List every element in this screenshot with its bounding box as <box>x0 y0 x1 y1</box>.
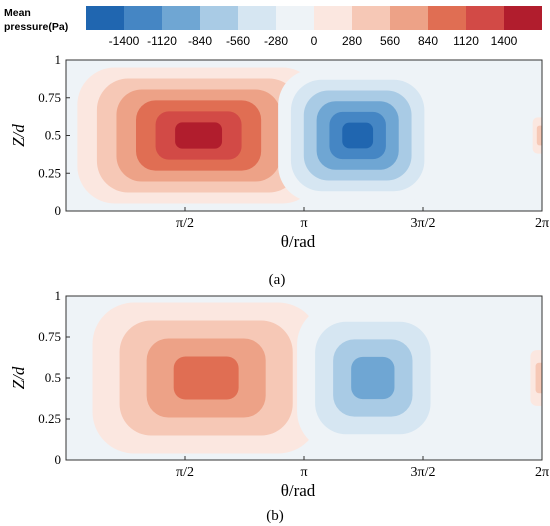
colorbar-tick-label: 1120 <box>453 34 479 48</box>
contour-level-pos-5 <box>175 122 223 149</box>
y-tick-label: 0.75 <box>38 90 61 105</box>
colorbar-swatch-5 <box>276 6 314 30</box>
y-tick-label: 1 <box>55 52 62 67</box>
contour-level-neg-5 <box>342 122 374 149</box>
x-axis-label: θ/rad <box>281 481 316 500</box>
legend-title-line2: pressure(Pa) <box>4 21 69 33</box>
colorbar-tick-label: 840 <box>417 34 439 48</box>
y-tick-label: 0.25 <box>38 411 61 426</box>
y-axis-label: Z/d <box>9 124 28 147</box>
x-tick-label: π/2 <box>176 216 194 231</box>
contour-level-pos-1 <box>536 125 542 146</box>
contour-level-pos-1 <box>535 362 542 394</box>
legend-title: Mean pressure(Pa) <box>4 6 84 34</box>
colorbar-tick-label: 280 <box>341 34 363 48</box>
colorbar-tick-label: -1120 <box>147 34 177 48</box>
colorbar-swatch-2 <box>162 6 200 30</box>
colorbar-tick-label: -280 <box>263 34 289 48</box>
contour-levels <box>77 67 542 204</box>
y-tick-label: 0.25 <box>38 165 61 180</box>
panel-1: 0 0.25 0.5 0.75 1 π/2 π 3π/2 2π θ/rad Z/d <box>9 288 549 500</box>
y-tick-label: 0.5 <box>45 370 61 385</box>
colorbar <box>86 6 542 30</box>
colorbar-tick-label: 0 <box>310 34 318 48</box>
x-tick-label: 3π/2 <box>411 465 436 480</box>
x-tick-label: 2π <box>535 216 549 231</box>
colorbar-swatch-8 <box>390 6 428 30</box>
y-tick-label: 0.75 <box>38 329 61 344</box>
colorbar-swatch-6 <box>314 6 352 30</box>
caption-b: (b) <box>266 508 284 524</box>
y-tick-label: 0.5 <box>45 128 61 143</box>
caption-a: (a) <box>268 272 286 288</box>
colorbar-tick-label: 560 <box>379 34 401 48</box>
y-tick-label: 0 <box>55 452 62 467</box>
colorbar-swatch-10 <box>466 6 504 30</box>
colorbar-swatch-7 <box>352 6 390 30</box>
contour-level-neg-3 <box>351 356 395 400</box>
x-tick-label: 2π <box>535 465 549 480</box>
contour-levels <box>92 302 542 454</box>
y-tick-label: 1 <box>55 288 62 303</box>
y-tick-label: 0 <box>55 203 62 218</box>
colorbar-swatch-9 <box>428 6 466 30</box>
contour-level-pos-3 <box>173 356 239 400</box>
x-tick-label: 3π/2 <box>411 216 436 231</box>
legend-title-line1: Mean <box>4 7 31 19</box>
colorbar-swatch-0 <box>86 6 124 30</box>
x-tick-label: π <box>300 216 307 231</box>
colorbar-swatch-11 <box>504 6 542 30</box>
y-axis-label: Z/d <box>9 366 28 389</box>
colorbar-swatch-1 <box>124 6 162 30</box>
x-axis-label: θ/rad <box>281 232 316 251</box>
colorbar-tick-label: -1400 <box>108 34 140 48</box>
x-tick-label: π <box>300 465 307 480</box>
colorbar-tick-label: 1400 <box>490 34 518 48</box>
x-tick-label: π/2 <box>176 465 194 480</box>
colorbar-swatch-4 <box>238 6 276 30</box>
colorbar-tick-label: -840 <box>187 34 213 48</box>
panel-0: 0 0.25 0.5 0.75 1 π/2 π 3π/2 2π θ/rad Z/d <box>9 52 549 251</box>
colorbar-tick-label: -560 <box>225 34 251 48</box>
colorbar-swatch-3 <box>200 6 238 30</box>
